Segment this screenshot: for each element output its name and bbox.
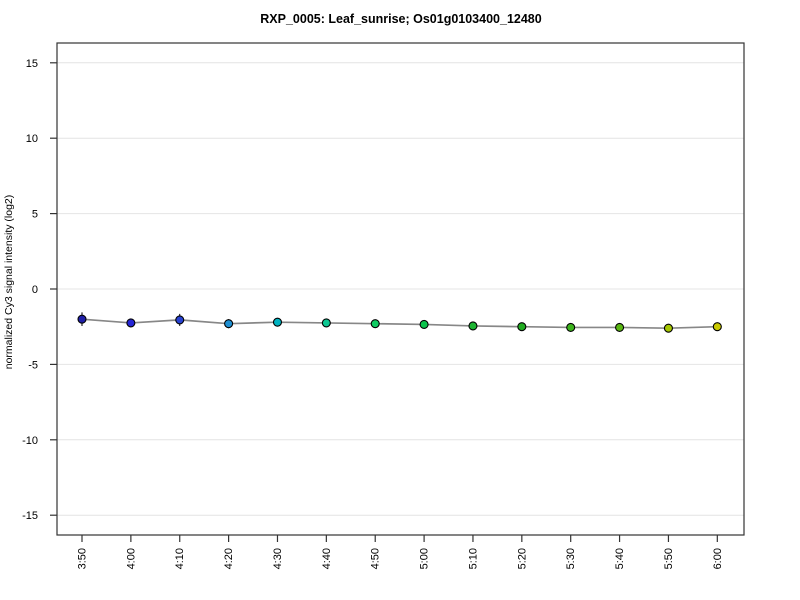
data-line xyxy=(81,318,718,330)
x-tick-label: 5:00 xyxy=(419,548,431,569)
y-tick-label: 15 xyxy=(26,58,38,70)
data-point xyxy=(321,318,331,328)
x-tick-label: 5:10 xyxy=(467,548,479,569)
x-tick-label: 4:00 xyxy=(125,548,137,569)
data-point xyxy=(126,318,136,328)
x-tick-label: 5:40 xyxy=(614,548,626,569)
x-tick-label: 5:20 xyxy=(516,548,528,569)
data-point xyxy=(175,315,185,325)
x-tick-label: 3:50 xyxy=(77,548,89,569)
x-tick-label: 4:50 xyxy=(370,548,382,569)
data-point xyxy=(272,317,283,327)
y-tick-label: -15 xyxy=(22,510,38,522)
data-point xyxy=(419,319,429,329)
y-tick-label: 5 xyxy=(32,209,38,221)
x-tick-label: 4:30 xyxy=(272,548,284,569)
x-tick-label: 4:40 xyxy=(321,548,333,569)
y-tick-label: 0 xyxy=(32,284,38,296)
plot-area: -15 -10 -5 0 5 10 15 3:50 4:00 4:10 4:20 4:30 4:40 4:… xyxy=(22,42,745,569)
x-tick-label: 5:50 xyxy=(663,548,675,569)
x-tick-label: 4:10 xyxy=(174,548,186,569)
x-tick-label: 5:30 xyxy=(565,548,577,569)
data-point xyxy=(615,322,625,333)
y-tick-label: -5 xyxy=(28,359,38,371)
data-point xyxy=(77,314,87,324)
data-point xyxy=(224,319,234,329)
data-point xyxy=(663,323,673,333)
data-point xyxy=(370,319,380,329)
data-point xyxy=(468,321,478,331)
y-tick-label: -10 xyxy=(22,435,38,447)
x-tick-label: 4:20 xyxy=(223,548,235,569)
data-point xyxy=(517,322,527,332)
data-point xyxy=(712,322,722,332)
data-point xyxy=(566,322,576,333)
y-tick-label: 10 xyxy=(26,133,38,145)
x-tick-label: 6:00 xyxy=(712,548,724,569)
chart-title: RXP_0005: Leaf_sunrise; Os01g0103400_124… xyxy=(260,12,541,26)
y-axis-label: normalized Cy3 signal intensity (log2) xyxy=(3,195,15,370)
